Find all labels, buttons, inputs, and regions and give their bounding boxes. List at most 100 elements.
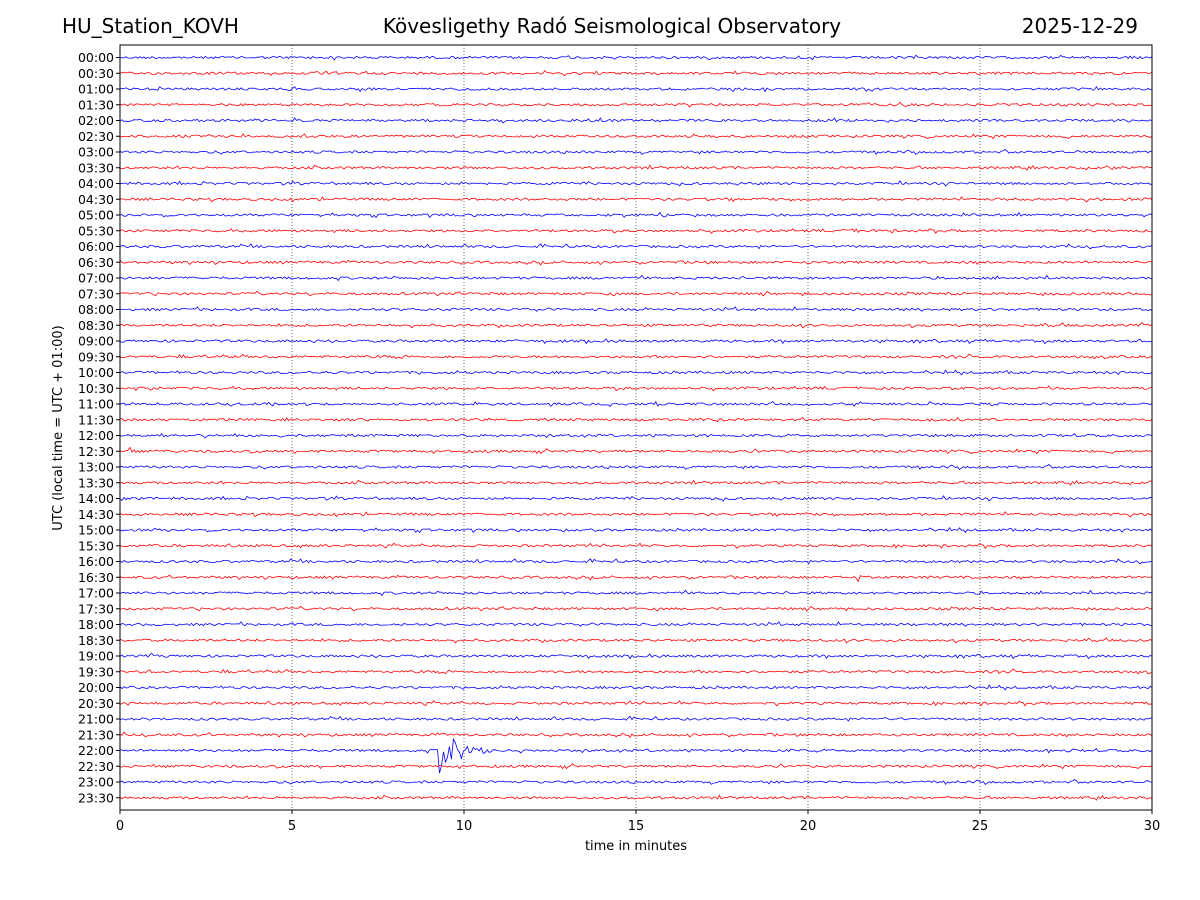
y-tick-label-0830: 08:30 bbox=[78, 318, 114, 333]
y-tick-label-1430: 14:30 bbox=[78, 507, 114, 522]
y-tick-label-0600: 06:00 bbox=[78, 239, 114, 254]
trace-0730 bbox=[119, 290, 1153, 297]
trace-2000 bbox=[119, 684, 1153, 691]
y-tick-label-0330: 03:30 bbox=[78, 160, 114, 175]
trace-1230 bbox=[119, 446, 1153, 455]
x-tick-label-5: 5 bbox=[288, 819, 296, 834]
y-tick-label-0100: 01:00 bbox=[78, 82, 114, 97]
x-tick-label-30: 30 bbox=[1144, 819, 1161, 834]
trace-0500 bbox=[119, 211, 1153, 219]
x-tick-label-25: 25 bbox=[972, 819, 989, 834]
y-tick-label-0530: 05:30 bbox=[78, 223, 114, 238]
y-tick-label-2330: 23:30 bbox=[78, 790, 114, 805]
y-tick-label-0400: 04:00 bbox=[78, 176, 114, 191]
y-tick-label-0230: 02:30 bbox=[78, 129, 114, 144]
y-tick-label-0730: 07:30 bbox=[78, 286, 114, 301]
x-axis-label: time in minutes bbox=[585, 839, 687, 854]
y-axis-label: UTC (local time = UTC + 01:00) bbox=[51, 325, 66, 530]
trace-1730 bbox=[119, 605, 1153, 612]
y-tick-label-1930: 19:30 bbox=[78, 664, 114, 679]
trace-0200 bbox=[119, 117, 1153, 124]
y-tick-label-0930: 09:30 bbox=[78, 349, 114, 364]
y-tick-label-1400: 14:00 bbox=[78, 491, 114, 506]
y-tick-label-1730: 17:30 bbox=[78, 601, 114, 616]
trace-2130 bbox=[119, 731, 1153, 739]
y-tick-label-2300: 23:00 bbox=[78, 775, 114, 790]
trace-0600 bbox=[119, 243, 1153, 250]
trace-0630 bbox=[119, 259, 1153, 266]
y-tick-label-1030: 10:30 bbox=[78, 381, 114, 396]
trace-1300 bbox=[119, 464, 1153, 471]
grid-lines bbox=[291, 45, 981, 810]
x-tick-label-0: 0 bbox=[116, 819, 124, 834]
y-tick-label-1230: 12:30 bbox=[78, 444, 114, 459]
trace-0900 bbox=[119, 338, 1153, 345]
trace-2300 bbox=[119, 779, 1153, 786]
trace-1130 bbox=[119, 416, 1153, 423]
trace-0930 bbox=[119, 353, 1153, 360]
trace-1800 bbox=[119, 621, 1153, 627]
station-name: HU_Station_KOVH bbox=[62, 14, 239, 38]
y-tick-label-2130: 21:30 bbox=[78, 727, 114, 742]
y-tick-label-0300: 03:00 bbox=[78, 145, 114, 160]
y-tick-label-1530: 15:30 bbox=[78, 538, 114, 553]
trace-1530 bbox=[119, 542, 1153, 550]
trace-0000 bbox=[119, 54, 1153, 61]
trace-0700 bbox=[119, 274, 1153, 282]
trace-2200 bbox=[119, 738, 1153, 774]
trace-0130 bbox=[119, 101, 1152, 108]
y-tick-label-1630: 16:30 bbox=[78, 570, 114, 585]
trace-1330 bbox=[119, 479, 1153, 486]
trace-1400 bbox=[119, 495, 1153, 502]
trace-1600 bbox=[119, 558, 1153, 565]
trace-1900 bbox=[119, 652, 1153, 660]
trace-2030 bbox=[119, 700, 1153, 707]
y-tick-label-0000: 00:00 bbox=[78, 50, 114, 65]
y-tick-label-0700: 07:00 bbox=[78, 271, 114, 286]
trace-1500 bbox=[119, 526, 1153, 534]
axes: 0 5 10 15 20 25 30 00:0000:3001:0001:3002:0002:… bbox=[78, 44, 1161, 834]
y-tick-label-0430: 04:30 bbox=[78, 192, 114, 207]
trace-0400 bbox=[119, 180, 1153, 187]
y-tick-label-2030: 20:30 bbox=[78, 696, 114, 711]
x-tick-label-10: 10 bbox=[456, 819, 473, 834]
y-tick-label-1700: 17:00 bbox=[78, 586, 114, 601]
y-tick-label-2000: 20:00 bbox=[78, 680, 114, 695]
x-tick-label-15: 15 bbox=[628, 819, 645, 834]
trace-1630 bbox=[119, 574, 1153, 583]
y-tick-label-0200: 02:00 bbox=[78, 113, 114, 128]
trace-1030 bbox=[119, 385, 1153, 392]
y-tick-label-1830: 18:30 bbox=[78, 633, 114, 648]
y-tick-label-1200: 12:00 bbox=[78, 428, 114, 443]
y-tick-label-0500: 05:00 bbox=[78, 208, 114, 223]
y-tick-label-2200: 22:00 bbox=[78, 743, 114, 758]
y-tick-label-1000: 10:00 bbox=[78, 365, 114, 380]
y-tick-label-1600: 16:00 bbox=[78, 554, 114, 569]
trace-0530 bbox=[119, 228, 1153, 235]
trace-2230 bbox=[119, 763, 1153, 770]
y-tick-label-2100: 21:00 bbox=[78, 712, 114, 727]
y-tick-label-1900: 19:00 bbox=[78, 649, 114, 664]
trace-1200 bbox=[119, 433, 1153, 439]
y-tick-label-1500: 15:00 bbox=[78, 523, 114, 538]
x-tick-label-20: 20 bbox=[800, 819, 817, 834]
y-tick-label-0630: 06:30 bbox=[78, 255, 114, 270]
observatory-title: Kövesligethy Radó Seismological Observat… bbox=[382, 14, 842, 38]
trace-0330 bbox=[119, 164, 1153, 171]
y-tick-label-1300: 13:00 bbox=[78, 460, 114, 475]
trace-0030 bbox=[119, 69, 1153, 77]
trace-2100 bbox=[119, 715, 1152, 722]
trace-0430 bbox=[119, 196, 1153, 203]
y-tick-label-0030: 00:30 bbox=[78, 66, 114, 81]
trace-1430 bbox=[119, 511, 1153, 518]
y-tick-label-2230: 22:30 bbox=[78, 759, 114, 774]
y-tick-label-1100: 11:00 bbox=[78, 397, 114, 412]
y-tick-label-0900: 09:00 bbox=[78, 334, 114, 349]
y-tick-label-1130: 11:30 bbox=[78, 412, 114, 427]
trace-1830 bbox=[119, 637, 1153, 644]
trace-1000 bbox=[119, 369, 1153, 376]
trace-0830 bbox=[119, 322, 1153, 329]
trace-2330 bbox=[119, 794, 1153, 801]
